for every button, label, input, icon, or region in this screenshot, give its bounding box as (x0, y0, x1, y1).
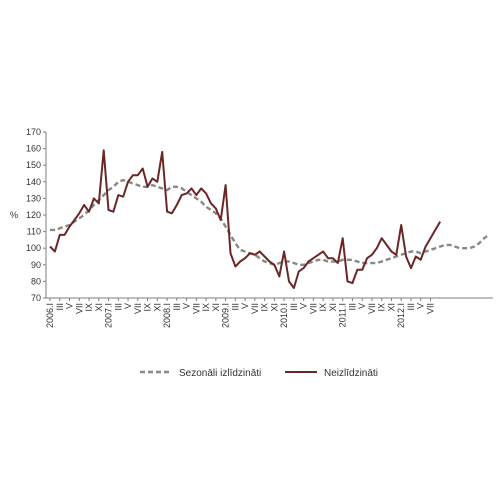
y-tick-label: 70 (31, 293, 41, 303)
x-tick-label: XI (211, 303, 221, 312)
x-tick-label: VII (191, 303, 201, 314)
y-tick-label: 80 (31, 276, 41, 286)
x-tick-label: III (113, 303, 123, 311)
y-tick-label: 100 (26, 243, 41, 253)
x-tick-label: V (65, 303, 75, 309)
x-tick-label: 2011.I (338, 303, 348, 327)
series-line-seasonal (50, 178, 490, 266)
x-tick-label: III (172, 303, 182, 311)
x-tick-label: 2006.I (45, 303, 55, 328)
y-tick-label: 110 (27, 227, 41, 237)
x-tick-label: VII (74, 303, 84, 314)
y-tick-label: 130 (26, 193, 41, 203)
x-tick-label: IX (260, 303, 270, 312)
x-tick-label: 2012.I (396, 303, 406, 328)
x-tick-label: VII (133, 303, 143, 314)
x-tick-label: III (347, 303, 357, 311)
x-tick-label: XI (269, 303, 279, 312)
x-tick-label: VII (308, 303, 318, 314)
y-tick-label: 120 (26, 210, 41, 220)
x-tick-label: XI (94, 303, 104, 312)
x-tick-label: V (182, 303, 192, 309)
y-axis-ticks: 70 80 90 100 110 120 130 140 150 160 170 (26, 127, 46, 303)
y-tick-label: 90 (31, 260, 41, 270)
x-tick-label: III (230, 303, 240, 311)
x-tick-label: III (289, 303, 299, 311)
x-tick-label: IX (84, 303, 94, 312)
x-tick-label: 2008.I (162, 303, 172, 328)
x-tick-label: XI (328, 303, 338, 312)
x-tick-label: V (123, 303, 133, 309)
x-tick-label: VII (425, 303, 435, 314)
x-tick-label: III (406, 303, 416, 311)
x-tick-label: V (240, 303, 250, 309)
y-axis-label: % (10, 210, 18, 220)
series-line-unadjusted (49, 149, 442, 289)
x-tick-label: XI (386, 303, 396, 312)
x-tick-label: 2010.I (279, 303, 289, 328)
legend: Sezonāli izlīdzināti Neizlīdzināti (140, 368, 378, 379)
x-tick-label: 2009.I (221, 303, 231, 328)
y-tick-label: 170 (26, 127, 41, 137)
x-tick-label: III (55, 303, 65, 311)
x-tick-label: IX (143, 303, 153, 312)
x-tick-label: 2007.I (104, 303, 114, 328)
series-lines (49, 149, 490, 289)
x-tick-label: VII (250, 303, 260, 314)
y-tick-label: 140 (26, 177, 41, 187)
y-tick-label: 160 (26, 144, 41, 154)
chart-axes (45, 132, 493, 299)
legend-label-seasonal: Sezonāli izlīdzināti (179, 368, 261, 379)
x-tick-label: IX (318, 303, 328, 312)
x-tick-label: V (299, 303, 309, 309)
legend-label-unadjusted: Neizlīdzināti (324, 368, 378, 379)
x-tick-label: XI (152, 303, 162, 312)
x-tick-label: IX (377, 303, 387, 312)
y-tick-label: 150 (26, 160, 41, 170)
x-tick-label: IX (201, 303, 211, 312)
x-axis-ticks: 2006.I III V VII IX XI 2007.I III V VII IX XI 2008.I… (45, 298, 435, 328)
x-tick-label: VII (367, 303, 377, 314)
x-tick-label: V (357, 303, 367, 309)
x-tick-label: V (416, 303, 426, 309)
